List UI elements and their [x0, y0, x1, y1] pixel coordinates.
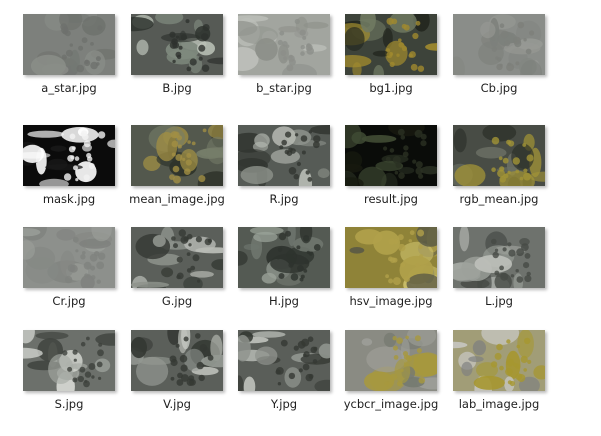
file-thumbnail[interactable] — [345, 330, 437, 391]
file-item[interactable]: b_star.jpg — [230, 14, 338, 114]
thumbnail-image — [453, 125, 545, 186]
thumbnail-image — [345, 227, 437, 288]
file-name-label: a_star.jpg — [41, 81, 97, 95]
file-thumbnail[interactable] — [23, 227, 115, 288]
thumbnail-image — [23, 330, 115, 391]
file-name-label: B.jpg — [162, 81, 192, 95]
file-name-label: R.jpg — [269, 192, 299, 206]
thumbnail-image — [238, 125, 330, 186]
file-thumbnail[interactable] — [345, 125, 437, 186]
file-name-label: lab_image.jpg — [458, 397, 540, 411]
thumbnail-image — [131, 125, 223, 186]
file-name-label: G.jpg — [161, 294, 193, 308]
file-item[interactable]: B.jpg — [123, 14, 231, 114]
file-thumbnail[interactable] — [238, 14, 330, 75]
file-name-label: V.jpg — [163, 397, 191, 411]
file-thumbnail[interactable] — [131, 330, 223, 391]
file-item[interactable]: a_star.jpg — [15, 14, 123, 114]
file-item[interactable]: mean_image.jpg — [123, 125, 231, 225]
file-name-label: mean_image.jpg — [129, 192, 225, 206]
file-item[interactable]: ycbcr_image.jpg — [337, 330, 445, 430]
file-item[interactable]: hsv_image.jpg — [337, 227, 445, 327]
thumbnail-image — [131, 227, 223, 288]
file-item[interactable]: Y.jpg — [230, 330, 338, 430]
file-item[interactable]: Cr.jpg — [15, 227, 123, 327]
file-name-label: mask.jpg — [42, 192, 96, 206]
thumbnail-image — [23, 227, 115, 288]
file-item[interactable]: rgb_mean.jpg — [445, 125, 553, 225]
file-thumbnail[interactable] — [131, 227, 223, 288]
thumbnail-image — [238, 227, 330, 288]
thumbnail-image — [131, 14, 223, 75]
file-name-label: result.jpg — [364, 192, 418, 206]
file-name-label: Cr.jpg — [52, 294, 86, 308]
file-item[interactable]: L.jpg — [445, 227, 553, 327]
file-thumbnail[interactable] — [345, 14, 437, 75]
thumbnail-image — [238, 330, 330, 391]
file-thumbnail[interactable] — [345, 227, 437, 288]
file-item[interactable]: G.jpg — [123, 227, 231, 327]
thumbnail-image — [131, 330, 223, 391]
file-name-label: b_star.jpg — [256, 81, 312, 95]
file-name-label: bg1.jpg — [369, 81, 413, 95]
file-item[interactable]: result.jpg — [337, 125, 445, 225]
file-name-label: hsv_image.jpg — [349, 294, 433, 308]
file-item[interactable]: H.jpg — [230, 227, 338, 327]
file-thumbnail[interactable] — [131, 14, 223, 75]
file-thumbnail[interactable] — [453, 227, 545, 288]
thumbnail-image — [345, 125, 437, 186]
file-thumbnail[interactable] — [23, 125, 115, 186]
file-name-label: H.jpg — [269, 294, 299, 308]
file-item[interactable]: lab_image.jpg — [445, 330, 553, 430]
file-name-label: L.jpg — [485, 294, 513, 308]
file-thumbnail[interactable] — [238, 125, 330, 186]
file-thumbnail[interactable] — [238, 227, 330, 288]
file-item[interactable]: R.jpg — [230, 125, 338, 225]
thumbnail-image — [23, 14, 115, 75]
file-name-label: Cb.jpg — [480, 81, 518, 95]
file-item[interactable]: bg1.jpg — [337, 14, 445, 114]
thumbnail-image — [453, 330, 545, 391]
file-item[interactable]: mask.jpg — [15, 125, 123, 225]
file-item[interactable]: V.jpg — [123, 330, 231, 430]
file-thumbnail[interactable] — [453, 125, 545, 186]
thumbnail-image — [345, 14, 437, 75]
file-thumbnail[interactable] — [453, 14, 545, 75]
file-thumbnail[interactable] — [131, 125, 223, 186]
file-name-label: ycbcr_image.jpg — [343, 397, 439, 411]
file-thumbnail[interactable] — [238, 330, 330, 391]
file-thumbnail[interactable] — [23, 330, 115, 391]
file-name-label: Y.jpg — [270, 397, 298, 411]
thumbnail-image — [23, 125, 115, 186]
thumbnail-image — [453, 14, 545, 75]
thumbnail-image — [238, 14, 330, 75]
thumbnail-image — [453, 227, 545, 288]
file-thumbnail[interactable] — [23, 14, 115, 75]
thumbnail-image — [345, 330, 437, 391]
file-name-label: rgb_mean.jpg — [459, 192, 539, 206]
file-item[interactable]: S.jpg — [15, 330, 123, 430]
file-thumbnail[interactable] — [453, 330, 545, 391]
file-name-label: S.jpg — [54, 397, 84, 411]
file-item[interactable]: Cb.jpg — [445, 14, 553, 114]
